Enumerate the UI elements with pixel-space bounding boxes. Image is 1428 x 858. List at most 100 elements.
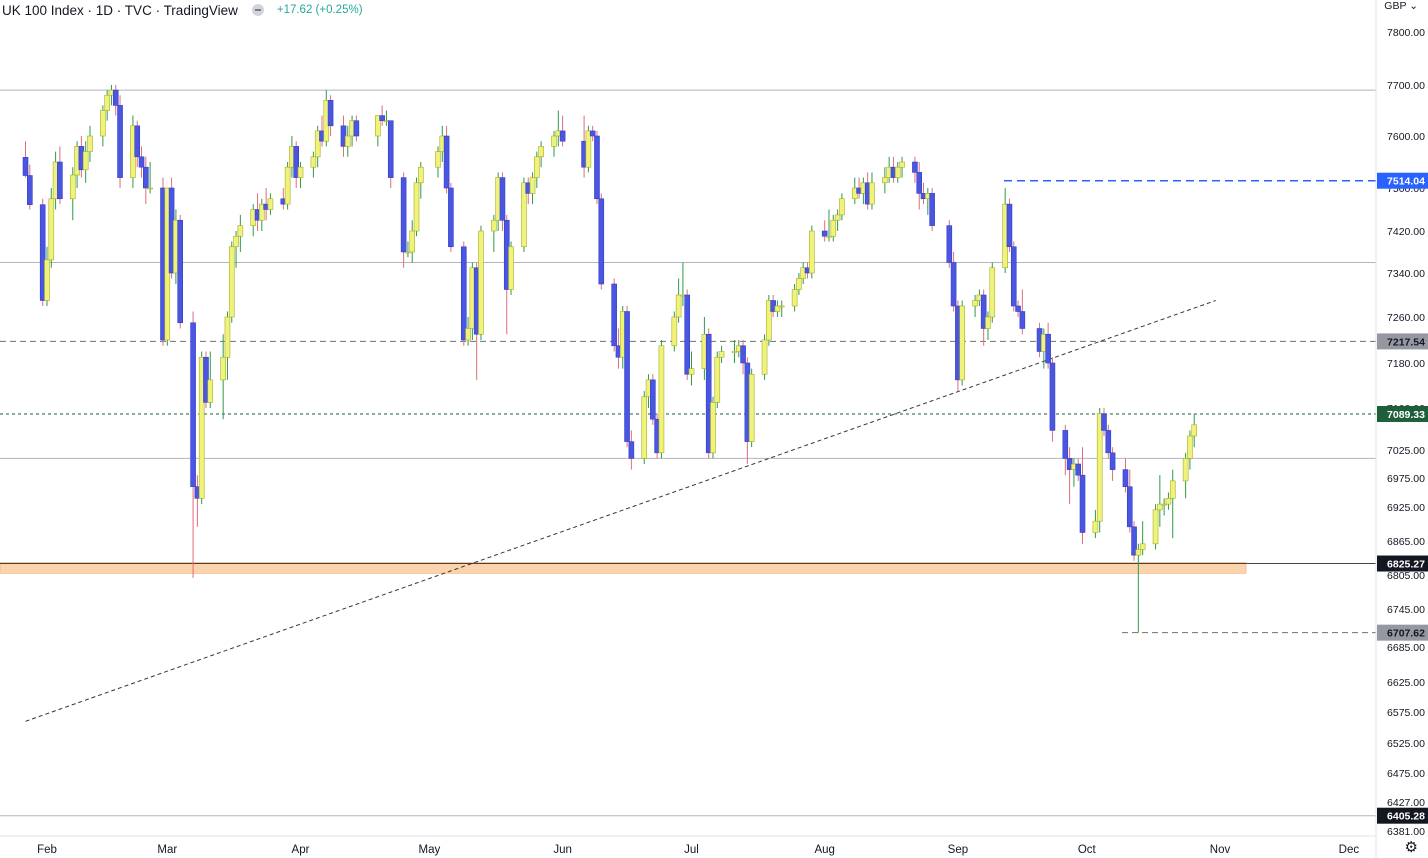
- candle: [353, 115, 360, 142]
- candle-body-up: [989, 267, 996, 318]
- candle-body-down: [177, 219, 183, 324]
- candle: [1105, 424, 1112, 459]
- y-tick-label: 6975.00: [1387, 473, 1425, 485]
- candle-body-down: [138, 156, 145, 168]
- price-label: 6825.27: [1377, 555, 1428, 572]
- price-label-box: [1377, 807, 1428, 824]
- candle-body-down: [916, 172, 923, 194]
- candle-body-down: [598, 198, 605, 285]
- candle-body-down: [460, 246, 467, 341]
- candle-body-up: [778, 305, 785, 308]
- candle-body-up: [87, 135, 93, 152]
- candle: [448, 182, 454, 252]
- candle-body-up: [237, 225, 244, 237]
- candle: [972, 295, 978, 317]
- candle: [48, 188, 55, 268]
- price-label-box: [1377, 333, 1428, 350]
- candle: [748, 368, 755, 448]
- candle-body-down: [1079, 474, 1086, 533]
- y-tick-label: 6575.00: [1387, 707, 1425, 719]
- candle: [39, 198, 46, 306]
- y-tick-label: 6381.00: [1387, 826, 1425, 838]
- candle: [310, 151, 317, 178]
- price-label-box: [1377, 172, 1428, 189]
- candle-body-down: [448, 187, 454, 248]
- candle-body-down: [143, 166, 149, 189]
- candle-body-up: [1135, 549, 1142, 556]
- currency-selector[interactable]: GBP ⌄: [1384, 0, 1418, 12]
- candle-body-down: [611, 283, 617, 347]
- currency-label: GBP: [1384, 0, 1407, 12]
- candle-body-up: [985, 316, 991, 329]
- candle: [1139, 521, 1146, 556]
- candle: [950, 252, 957, 312]
- time-axis[interactable]: Feb Mar Apr May Jun Jul Aug Sep Oct Nov Dec: [0, 835, 1376, 856]
- y-tick-label: 6865.00: [1387, 536, 1425, 548]
- candle: [1187, 430, 1193, 470]
- candle-body-up: [551, 135, 557, 147]
- symbol-title[interactable]: UK 100 Index · 1D · TVC · TradingView: [2, 2, 238, 18]
- candle-body-up: [731, 351, 738, 353]
- y-tick-label: 6745.00: [1387, 604, 1425, 616]
- candle: [405, 241, 411, 258]
- candle: [624, 306, 630, 448]
- candle: [465, 317, 471, 346]
- candle-body-down: [650, 379, 656, 420]
- candle: [675, 278, 682, 323]
- y-tick-label: 7600.00: [1387, 131, 1425, 143]
- candle-body-down: [980, 294, 987, 329]
- price-label: 6707.62: [1377, 624, 1428, 641]
- x-tick-label: Dec: [1339, 844, 1360, 856]
- candle-body-up: [585, 130, 592, 168]
- candle: [1152, 504, 1159, 550]
- candle-body-up: [284, 166, 291, 205]
- y-tick-label: 7420.00: [1387, 226, 1425, 238]
- candle: [916, 162, 923, 210]
- price-label-text: 7217.54: [1387, 336, 1425, 348]
- candle-body-up: [658, 345, 665, 454]
- candle-body-down: [134, 125, 141, 158]
- candle: [284, 162, 291, 210]
- candle: [112, 85, 119, 116]
- candle-body-up: [233, 235, 239, 248]
- candle: [1126, 469, 1133, 533]
- price-axis[interactable]: 7800.007700.007600.007500.007420.007340.…: [1375, 0, 1428, 858]
- candle-body-down: [1006, 203, 1013, 248]
- candle-body-up: [534, 156, 540, 178]
- x-tick-label: Feb: [37, 844, 57, 856]
- price-label: 6405.28: [1377, 807, 1428, 824]
- candle-body-up: [267, 198, 274, 210]
- candle: [220, 334, 226, 420]
- y-tick-label: 6625.00: [1387, 677, 1425, 689]
- candle-body-up: [834, 214, 841, 221]
- candle-body-up: [766, 300, 772, 341]
- candle: [190, 311, 196, 578]
- price-label-text: 6825.27: [1387, 559, 1425, 571]
- candle-body-up: [972, 300, 978, 307]
- chevron-down-icon: ⌄: [1406, 0, 1418, 12]
- candle-body-up: [310, 156, 317, 168]
- candle: [100, 105, 106, 147]
- candle-body-up: [224, 316, 231, 358]
- minus-circle-icon[interactable]: [251, 4, 264, 16]
- price-label-box: [1377, 624, 1428, 641]
- candle-body-up: [405, 251, 411, 254]
- gear-icon[interactable]: ⚙: [1404, 839, 1418, 856]
- candle: [899, 156, 905, 178]
- candle-body-down: [39, 204, 46, 301]
- price-label-text: 6405.28: [1387, 811, 1425, 823]
- candle: [297, 162, 304, 188]
- candle-body-up: [228, 246, 235, 318]
- candle: [409, 220, 416, 263]
- candle: [826, 209, 832, 242]
- candle-body-up: [791, 289, 798, 307]
- candle-body-down: [1045, 333, 1051, 364]
- candle: [443, 125, 450, 194]
- candle-body-up: [491, 219, 497, 232]
- candle: [237, 214, 244, 252]
- candle: [894, 162, 901, 183]
- candle-body-up: [375, 115, 381, 137]
- candle-body-up: [671, 316, 678, 347]
- candle: [611, 278, 617, 352]
